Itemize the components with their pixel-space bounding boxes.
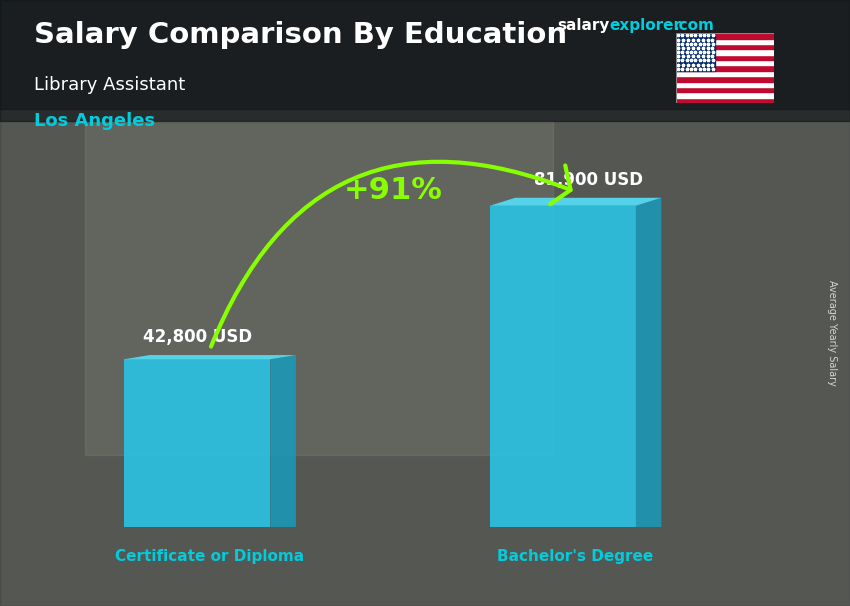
Text: Average Yearly Salary: Average Yearly Salary xyxy=(827,281,837,386)
Bar xyxy=(676,44,774,50)
Bar xyxy=(676,76,774,82)
Bar xyxy=(676,82,774,87)
Polygon shape xyxy=(124,355,296,359)
Bar xyxy=(0,0,850,109)
Polygon shape xyxy=(270,355,296,527)
Text: Salary Comparison By Education: Salary Comparison By Education xyxy=(34,21,567,49)
Bar xyxy=(676,33,774,39)
Bar xyxy=(676,55,774,60)
Text: 81,900 USD: 81,900 USD xyxy=(534,171,643,189)
Text: explorer: explorer xyxy=(609,18,682,33)
Polygon shape xyxy=(124,359,270,527)
Text: .com: .com xyxy=(673,18,714,33)
Polygon shape xyxy=(490,198,661,206)
Bar xyxy=(676,71,774,76)
Bar xyxy=(676,92,774,98)
Bar xyxy=(676,98,774,103)
Bar xyxy=(676,87,774,92)
Bar xyxy=(676,39,774,44)
Bar xyxy=(676,33,715,71)
Text: Certificate or Diploma: Certificate or Diploma xyxy=(116,549,304,564)
Text: Library Assistant: Library Assistant xyxy=(34,76,185,94)
Bar xyxy=(676,65,774,71)
Bar xyxy=(676,50,774,55)
Text: Bachelor's Degree: Bachelor's Degree xyxy=(497,549,654,564)
Text: 42,800 USD: 42,800 USD xyxy=(143,328,252,347)
Polygon shape xyxy=(636,198,661,527)
Bar xyxy=(85,121,552,454)
Text: Los Angeles: Los Angeles xyxy=(34,112,155,130)
Polygon shape xyxy=(490,206,636,527)
Bar xyxy=(0,0,850,121)
Bar xyxy=(676,60,774,65)
Text: salary: salary xyxy=(557,18,609,33)
Text: +91%: +91% xyxy=(343,176,442,205)
FancyArrowPatch shape xyxy=(211,162,570,347)
